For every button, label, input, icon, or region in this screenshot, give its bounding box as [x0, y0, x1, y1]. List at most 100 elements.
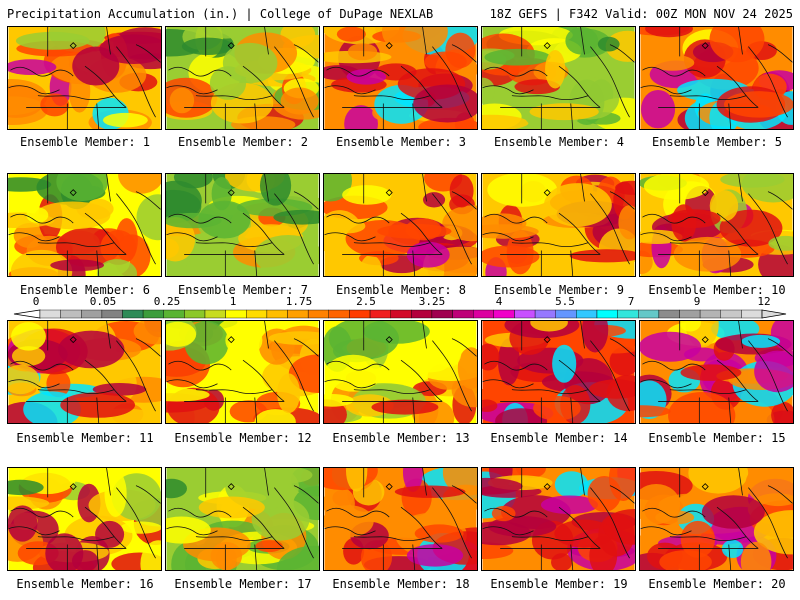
precip-field — [482, 468, 635, 570]
colorbar-right-arrow — [761, 309, 787, 319]
member-map-16 — [7, 467, 162, 571]
member-caption-1: Ensemble Member: 1 — [19, 135, 151, 149]
colorbar-swatch — [390, 309, 412, 319]
member-map-12 — [165, 320, 320, 424]
colorbar-tick-label: 5.5 — [555, 295, 575, 308]
member-map-3 — [323, 26, 478, 130]
colorbar-swatch — [81, 309, 103, 319]
colorbar-tick-label: 1 — [229, 295, 237, 308]
precip-field — [640, 174, 793, 276]
member-caption-11: Ensemble Member: 11 — [16, 431, 154, 445]
precip-field — [482, 27, 635, 129]
member-caption-10: Ensemble Member: 10 — [648, 283, 786, 297]
precip-field — [166, 321, 319, 423]
colorbar-swatch — [534, 309, 556, 319]
colorbar-swatch — [287, 309, 309, 319]
member-map-10 — [639, 173, 794, 277]
colorbar-swatch — [246, 309, 268, 319]
member-caption-5: Ensemble Member: 5 — [651, 135, 783, 149]
member-map-18 — [323, 467, 478, 571]
colorbar-swatch — [638, 309, 660, 319]
colorbar-swatch — [266, 309, 288, 319]
colorbar-swatch — [163, 309, 185, 319]
precip-field — [324, 174, 477, 276]
colorbar-tick-label: 1.75 — [285, 295, 313, 308]
member-caption-4: Ensemble Member: 4 — [493, 135, 625, 149]
colorbar-swatch — [60, 309, 82, 319]
precip-field — [166, 27, 319, 129]
colorbar-swatch — [411, 309, 433, 319]
member-caption-18: Ensemble Member: 18 — [332, 577, 470, 591]
colorbar-tick-label: 3.25 — [418, 295, 446, 308]
colorbar: 0 0.05 0.25 1 1.75 2.5 3.25 4 5.5 7 9 12 — [0, 296, 800, 320]
colorbar-tick-label: 9 — [693, 295, 701, 308]
member-map-17 — [165, 467, 320, 571]
precip-field — [8, 174, 161, 276]
colorbar-swatch — [452, 309, 474, 319]
member-caption-9: Ensemble Member: 9 — [493, 283, 625, 297]
colorbar-tick-label: 2.5 — [356, 295, 376, 308]
precip-field — [482, 321, 635, 423]
colorbar-tick-label: 0.05 — [89, 295, 117, 308]
precip-field — [640, 321, 793, 423]
colorbar-tick-label: 0.25 — [153, 295, 181, 308]
member-map-2 — [165, 26, 320, 130]
member-map-9 — [481, 173, 636, 277]
colorbar-swatch — [349, 309, 371, 319]
precip-field — [324, 321, 477, 423]
member-caption-14: Ensemble Member: 14 — [490, 431, 628, 445]
precip-field — [8, 468, 161, 570]
colorbar-swatch — [576, 309, 598, 319]
title-left: Precipitation Accumulation (in.) | Colle… — [7, 7, 434, 21]
member-caption-20: Ensemble Member: 20 — [648, 577, 786, 591]
member-map-20 — [639, 467, 794, 571]
colorbar-swatch — [514, 309, 536, 319]
member-caption-2: Ensemble Member: 2 — [177, 135, 309, 149]
colorbar-tick-label: 4 — [495, 295, 503, 308]
member-map-8 — [323, 173, 478, 277]
precip-field — [8, 27, 161, 129]
member-caption-16: Ensemble Member: 16 — [16, 577, 154, 591]
colorbar-swatch — [122, 309, 144, 319]
colorbar-left-arrow — [13, 309, 41, 319]
precip-field — [166, 468, 319, 570]
member-map-11 — [7, 320, 162, 424]
precip-field — [324, 468, 477, 570]
colorbar-strip — [13, 309, 787, 319]
colorbar-swatch — [473, 309, 495, 319]
colorbar-swatch — [741, 309, 763, 319]
colorbar-swatch — [184, 309, 206, 319]
member-map-7 — [165, 173, 320, 277]
member-caption-17: Ensemble Member: 17 — [174, 577, 312, 591]
precip-field — [324, 27, 477, 129]
colorbar-swatch — [679, 309, 701, 319]
member-caption-7: Ensemble Member: 7 — [177, 283, 309, 297]
colorbar-swatch — [369, 309, 391, 319]
colorbar-swatch — [596, 309, 618, 319]
precip-field — [166, 174, 319, 276]
member-map-14 — [481, 320, 636, 424]
member-map-19 — [481, 467, 636, 571]
member-caption-8: Ensemble Member: 8 — [335, 283, 467, 297]
colorbar-swatch — [204, 309, 226, 319]
colorbar-swatch — [101, 309, 123, 319]
colorbar-swatch — [328, 309, 350, 319]
colorbar-tick-label: 0 — [32, 295, 40, 308]
colorbar-swatch — [658, 309, 680, 319]
member-caption-15: Ensemble Member: 15 — [648, 431, 786, 445]
member-caption-12: Ensemble Member: 12 — [174, 431, 312, 445]
colorbar-swatch — [142, 309, 164, 319]
member-map-1 — [7, 26, 162, 130]
precip-field — [8, 321, 161, 423]
precip-field — [640, 27, 793, 129]
colorbar-swatch — [225, 309, 247, 319]
colorbar-swatch — [431, 309, 453, 319]
colorbar-swatch — [308, 309, 330, 319]
colorbar-swatch — [699, 309, 721, 319]
colorbar-swatch — [39, 309, 61, 319]
colorbar-swatch — [555, 309, 577, 319]
precip-field — [640, 468, 793, 570]
precip-field — [482, 174, 635, 276]
member-map-5 — [639, 26, 794, 130]
